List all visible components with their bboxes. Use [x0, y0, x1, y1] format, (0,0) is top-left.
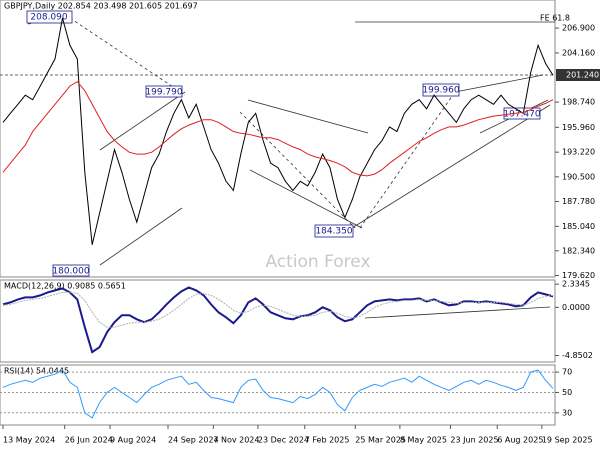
y-tick-label: 190.500 [562, 172, 595, 181]
wedge-line [454, 74, 544, 93]
trendline [239, 111, 356, 229]
macd-panel [0, 279, 556, 363]
y-tick-label: 193.220 [562, 148, 595, 157]
annotation: 197.470 [503, 110, 540, 120]
x-tick-label: 13 May 2024 [3, 436, 55, 445]
y-tick-label: 204.160 [562, 48, 595, 57]
series-line [2, 80, 554, 177]
x-tick-label: 7 Feb 2025 [305, 436, 350, 445]
annotation: 184.350 [315, 227, 352, 237]
chart-title: GBPJPY,Daily 202.854 203.498 201.605 201… [4, 2, 198, 11]
y-tick-label: 50 [562, 388, 572, 397]
channel-line [249, 169, 363, 229]
panel-title: RSI(14) 54.0445 [4, 367, 69, 376]
series-line [2, 286, 554, 354]
label-box [503, 107, 541, 120]
y-tick-label: 185.040 [562, 222, 595, 231]
x-tick-label: 9 Aug 2024 [110, 436, 156, 445]
label-box [145, 85, 183, 98]
y-tick-label: 70 [562, 368, 572, 377]
channel-line [247, 99, 369, 134]
x-tick-label: 6 Aug 2025 [497, 436, 543, 445]
channel-line [99, 91, 186, 151]
y-tick-label: 195.960 [562, 123, 595, 132]
annotation: 199.790 [145, 88, 182, 98]
y-tick-label: 0.0000 [562, 303, 590, 312]
label-box [422, 83, 460, 97]
label-box [52, 264, 90, 277]
annotation: 180.000 [52, 267, 89, 277]
annotations [26, 10, 541, 277]
annotation: 208.090 [30, 13, 67, 23]
price-tag-box [556, 69, 600, 81]
label-box [26, 10, 73, 24]
price-panel [0, 0, 556, 278]
annotation: 199.960 [422, 86, 459, 96]
series-line [2, 17, 554, 245]
x-tick-label: 25 Mar 2025 [355, 436, 406, 445]
trendline [69, 17, 186, 96]
label-box [314, 224, 354, 238]
channel-line [99, 207, 183, 266]
watermark: Action Forex [265, 252, 370, 272]
x-tick-label: 19 Sep 2025 [542, 436, 593, 445]
y-tick-label: 2.3345 [562, 280, 590, 289]
y-tick-label: 198.740 [562, 98, 595, 107]
y-tick-label: 187.780 [562, 197, 595, 206]
trendline [359, 91, 456, 229]
x-tick-label: 8 May 2025 [400, 436, 447, 445]
price-tag: 201.240 [566, 71, 599, 80]
rsi-panel [0, 364, 556, 426]
y-tick-label: 30 [562, 408, 572, 417]
x-tick-label: 23 Jun 2025 [450, 436, 498, 445]
series-line [2, 291, 554, 328]
y-tick-label: 206.900 [562, 24, 595, 33]
y-tick-label: 179.620 [562, 271, 595, 280]
x-tick-label: 26 Jun 2024 [65, 436, 113, 445]
y-tick-label: 182.340 [562, 246, 595, 255]
panel-title: MACD(12,26,9) 0.9085 0.5651 [4, 282, 126, 291]
x-tick-label: 24 Sep 2024 [168, 436, 219, 445]
y-tick-label: -4.8502 [562, 351, 593, 360]
series-line [2, 369, 554, 419]
x-tick-label: 7 Nov 2024 [213, 436, 259, 445]
x-tick-label: 23 Dec 2024 [258, 436, 309, 445]
annotation: FE 61.8 [540, 14, 570, 23]
trendline [351, 104, 551, 229]
macd-trendline [364, 306, 551, 319]
